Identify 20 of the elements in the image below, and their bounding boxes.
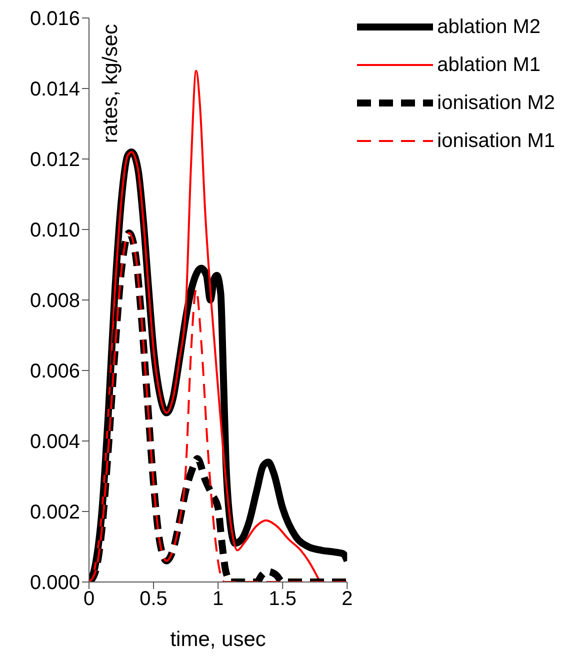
y-tick-label: 0.012 [30, 149, 80, 172]
y-tick-label: 0.010 [30, 220, 80, 242]
y-tick-label: 0.014 [30, 78, 80, 101]
x-tick-label: 0.5 [140, 588, 168, 610]
y-tick-label: 0.008 [30, 290, 80, 312]
x-tick-label: 1 [212, 588, 224, 610]
y-tick-label: 0.016 [30, 8, 80, 30]
y-tick-label: 0.000 [30, 572, 80, 594]
x-tick-label: 2 [342, 588, 353, 610]
y-axis-title: rates, kg/sec [99, 24, 122, 144]
legend-label: ionisation M1 [437, 129, 555, 154]
y-tick-label: 0.004 [30, 431, 80, 454]
legend-label: ionisation M2 [437, 91, 555, 116]
x-tick-label: 1.5 [268, 588, 297, 610]
legend-label: ablation M2 [437, 15, 541, 40]
y-tick-label: 0.006 [30, 360, 80, 383]
x-axis-title: time, usec [170, 628, 266, 651]
legend-label: ablation M1 [437, 53, 541, 78]
x-tick-label: 0 [83, 588, 95, 610]
y-tick-label: 0.002 [30, 502, 80, 524]
